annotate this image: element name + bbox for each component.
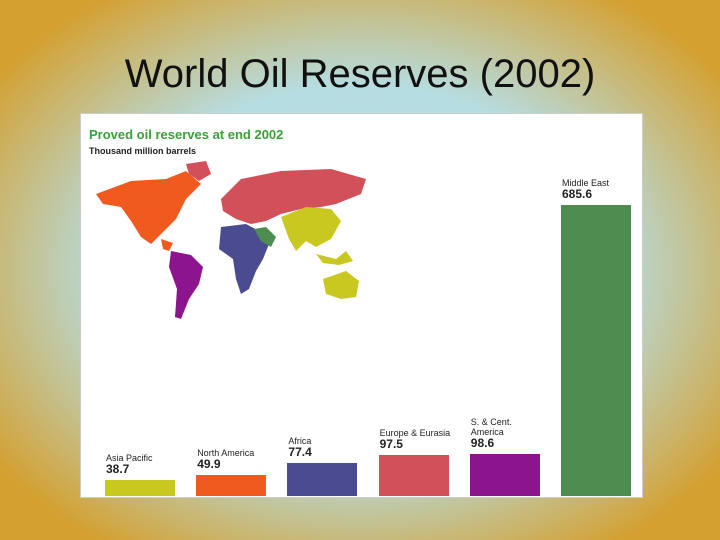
value-label: 97.5 [379,436,403,451]
value-label: 98.6 [470,436,495,451]
chart-title: Proved oil reserves at end 2002 [89,127,284,142]
bar-label: North America 49.9 [197,448,269,471]
slide-title: World Oil Reserves (2002) [124,52,596,96]
chart-panel: Proved oil reserves at end 2002 Thousand… [80,113,643,498]
category-label: Middle East [562,178,610,188]
value-label: 38.7 [106,461,130,476]
chart-subtitle: Thousand million barrels [89,146,197,156]
value-label: 77.4 [288,445,312,460]
bar-label: S. & Cent. America 98.6 [471,417,543,450]
world-map [96,161,366,319]
category-label: North America [197,447,255,458]
bar-label: Asia Pacific 38.7 [106,453,178,476]
bar [378,454,449,496]
category-label: S. & Cent. America [470,417,512,438]
bar [287,463,358,496]
bar-label: Africa 77.4 [288,436,360,459]
value-label: 49.9 [197,456,221,471]
category-label: Africa [288,436,312,447]
bar [561,205,631,496]
bar [196,474,267,496]
bar-label: Europe & Eurasia 97.5 [380,428,452,451]
bar-label: Middle East 685.6 [562,178,634,201]
bar [469,454,540,496]
category-label: Europe & Eurasia [379,427,451,438]
value-label: 685.6 [562,187,593,201]
bar [105,479,175,496]
category-label: Asia Pacific [106,452,153,463]
